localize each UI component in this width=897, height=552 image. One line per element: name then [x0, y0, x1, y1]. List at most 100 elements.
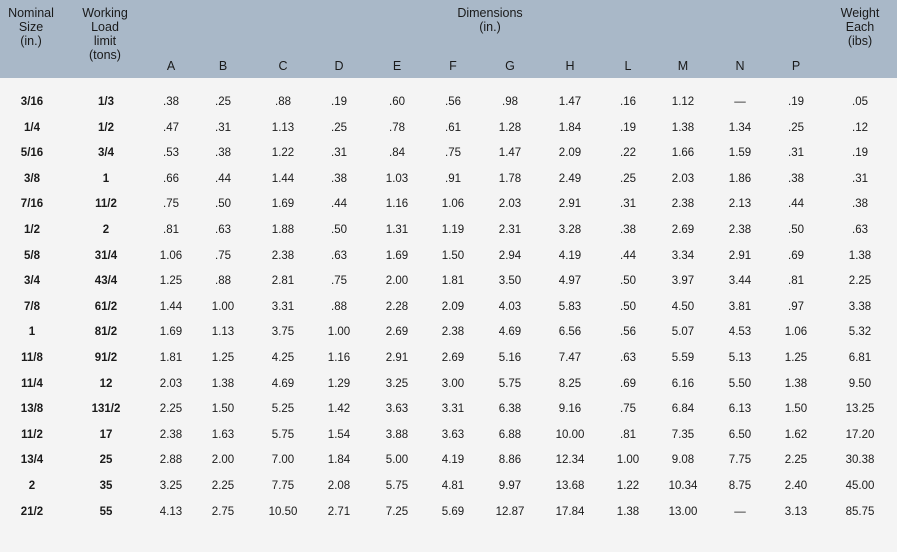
dimension-cell: .63	[331, 249, 347, 262]
dimension-cell: .38	[788, 172, 804, 185]
dimension-cell: 1.81	[159, 352, 183, 364]
dimension-cell: 6.88	[498, 428, 522, 441]
dimension-cell: .84	[389, 147, 405, 160]
dimension-cell: 1.25	[784, 352, 808, 364]
weight-cell: .12	[852, 121, 868, 134]
dimension-cell: 3.50	[498, 275, 522, 288]
dimension-cell: 2.00	[211, 454, 235, 467]
dimension-cell: 1.42	[327, 403, 351, 416]
dimension-cell: 7.75	[728, 454, 752, 467]
dimension-cell: —	[734, 96, 746, 108]
dimension-cell: 7.75	[271, 480, 295, 492]
col-header-letter: M	[677, 59, 689, 73]
dimension-cell: .50	[331, 224, 347, 236]
dimension-cell: .98	[502, 96, 518, 108]
dimension-cell: 4.19	[558, 249, 582, 262]
weight-cell: .63	[852, 224, 868, 236]
dimension-cell: 5.75	[271, 428, 295, 441]
working-load-cell: 12	[99, 377, 113, 390]
dimension-cell: .44	[215, 172, 231, 185]
nominal-size-cell: 3/4	[24, 275, 40, 288]
dimension-cell: 13.00	[668, 505, 698, 518]
col-header-letter: F	[449, 59, 457, 73]
dimension-cell: 2.71	[327, 505, 351, 518]
dimension-cell: 2.25	[159, 403, 183, 416]
working-load-cell: 17	[99, 428, 113, 441]
dimension-cell: 1.69	[271, 198, 295, 211]
dimension-cell: .88	[275, 96, 291, 108]
weight-cell: .38	[852, 198, 868, 211]
dimension-cell: 2.38	[271, 249, 295, 262]
dimension-cell: 1.12	[671, 96, 695, 108]
dimension-cell: .19	[788, 96, 804, 108]
dimension-cell: 3.88	[385, 428, 409, 441]
nominal-size-cell: 7/16	[20, 198, 44, 211]
col-header-letter: A	[166, 59, 176, 73]
dimension-cell: 1.69	[159, 326, 183, 339]
dimension-cell: 3.31	[441, 403, 465, 416]
dimension-cell: .60	[389, 96, 405, 108]
dimension-cell: 4.69	[271, 377, 295, 390]
dimension-cell: 7.35	[671, 428, 695, 441]
col-header-letter: H	[565, 59, 575, 73]
dimension-cell: 3.75	[271, 326, 295, 339]
dimension-cell: 1.50	[211, 403, 235, 416]
weight-cell: .19	[852, 147, 868, 160]
dimension-cell: .50	[620, 300, 636, 313]
dimension-cell: 5.59	[671, 352, 695, 364]
dimension-cell: 4.69	[498, 326, 522, 339]
dimension-cell: 2.09	[441, 300, 465, 313]
dimension-cell: 1.69	[385, 249, 409, 262]
weight-cell: 45.00	[845, 480, 875, 492]
dimension-cell: 2.25	[211, 480, 235, 492]
dimension-cell: .31	[620, 198, 636, 211]
nominal-size-cell: 5/8	[24, 249, 40, 262]
weight-cell: 85.75	[845, 505, 875, 518]
dimension-cell: .38	[331, 172, 347, 185]
dimension-cell: 3.44	[728, 275, 752, 288]
dimension-cell: 1.44	[159, 300, 183, 313]
working-load-cell: 11/2	[95, 198, 117, 211]
working-load-cell: 1/3	[98, 96, 114, 108]
dimension-cell: .63	[215, 224, 231, 236]
dimension-cell: 1.38	[616, 505, 640, 518]
dimension-cell: .81	[788, 275, 804, 288]
dimension-cell: .38	[163, 96, 179, 108]
dimension-cell: 1.78	[498, 172, 522, 185]
dimension-cell: .19	[331, 96, 347, 108]
dimension-cell: .69	[620, 377, 636, 390]
nominal-size-cell: 1/2	[24, 224, 40, 236]
dimension-cell: 7.25	[385, 505, 409, 518]
dimension-cell: 6.56	[558, 326, 582, 339]
dimension-cell: 1.63	[211, 428, 235, 441]
dimension-cell: .50	[620, 275, 636, 288]
dimension-cell: .44	[788, 198, 804, 211]
dimension-cell: 2.25	[784, 454, 808, 467]
dimension-cell: 2.00	[385, 275, 409, 288]
dimension-cell: 4.13	[159, 505, 183, 518]
dimension-cell: 2.40	[784, 480, 808, 492]
working-load-cell: 31/4	[94, 249, 118, 262]
dimension-cell: 3.13	[784, 505, 808, 518]
dimension-cell: 3.63	[441, 428, 465, 441]
dimension-cell: 2.38	[159, 428, 183, 441]
dimension-cell: .44	[331, 198, 347, 211]
nominal-size-cell: 7/8	[24, 300, 40, 313]
dimension-cell: 1.47	[558, 96, 582, 108]
nominal-size-cell: 13/8	[20, 403, 44, 416]
dimension-cell: 1.28	[498, 121, 522, 134]
nominal-size-cell: 3/8	[24, 172, 40, 185]
dimension-cell: 3.28	[558, 224, 582, 236]
dimension-cell: 10.34	[668, 480, 698, 492]
table-header: Nominal Size (in.) Working Load limit (t…	[0, 0, 897, 78]
nominal-size-cell: 11/8	[21, 352, 43, 364]
dimension-cell: .50	[215, 198, 231, 211]
dimension-cell: 1.03	[385, 172, 409, 185]
nominal-size-cell: 1	[28, 326, 36, 339]
dimension-cell: 2.38	[728, 224, 752, 236]
dimension-cell: 4.81	[441, 480, 465, 492]
dimension-cell: 1.84	[558, 121, 582, 134]
dimension-cell: 2.94	[498, 249, 522, 262]
dimension-cell: .44	[620, 249, 636, 262]
dimension-cell: .56	[445, 96, 461, 108]
